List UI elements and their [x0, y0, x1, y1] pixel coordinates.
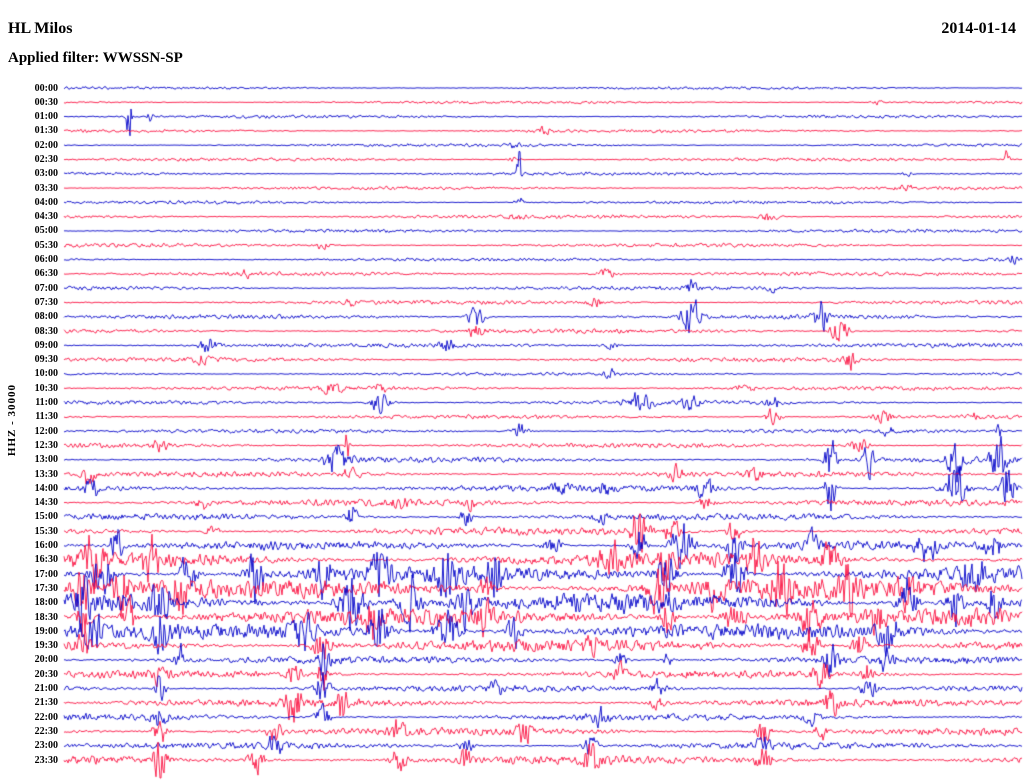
helicorder-page: HL Milos 2014-01-14 Applied filter: WWSS… [0, 0, 1024, 780]
seismogram-canvas [0, 0, 1024, 780]
